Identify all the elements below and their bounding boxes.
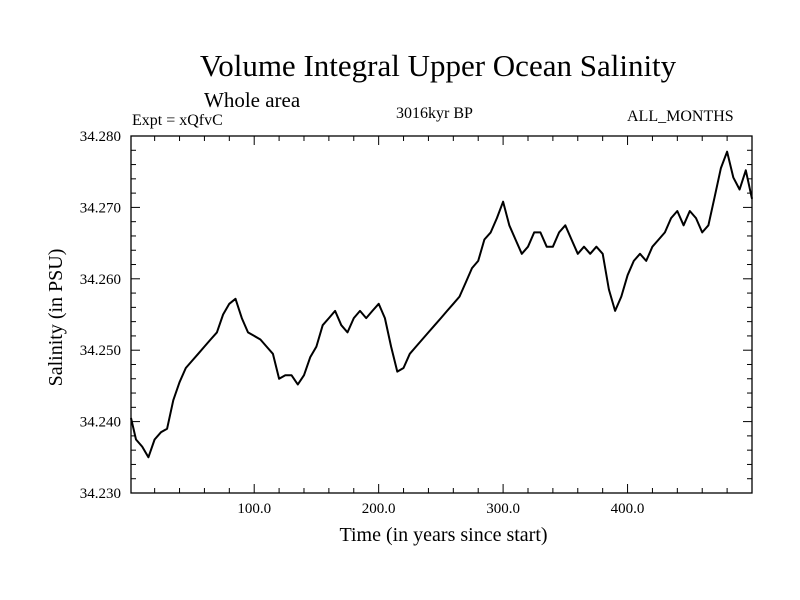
y-tick-label: 34.240 bbox=[80, 415, 121, 431]
x-tick-label: 400.0 bbox=[611, 501, 645, 517]
chart-subtitle: Whole area bbox=[204, 88, 301, 112]
y-tick-label: 34.250 bbox=[80, 343, 121, 359]
y-tick-label: 34.260 bbox=[80, 272, 121, 288]
series-line-salinity bbox=[130, 150, 753, 459]
period-label: 3016kyr BP bbox=[396, 105, 473, 122]
chart-title: Volume Integral Upper Ocean Salinity bbox=[199, 48, 677, 83]
y-tick-label: 34.280 bbox=[80, 129, 121, 145]
x-axis-label: Time (in years since start) bbox=[339, 524, 547, 546]
y-tick-label: 34.230 bbox=[80, 486, 121, 502]
x-tick-label: 300.0 bbox=[486, 501, 520, 517]
months-label: ALL_MONTHS bbox=[627, 108, 734, 125]
x-tick-label: 200.0 bbox=[362, 501, 396, 517]
plot-frame bbox=[130, 135, 753, 494]
y-tick-label: 34.270 bbox=[80, 200, 121, 216]
y-axis-label: Salinity (in PSU) bbox=[45, 249, 67, 387]
experiment-label: Expt = xQfvC bbox=[132, 112, 223, 129]
x-tick-label: 100.0 bbox=[237, 501, 271, 517]
